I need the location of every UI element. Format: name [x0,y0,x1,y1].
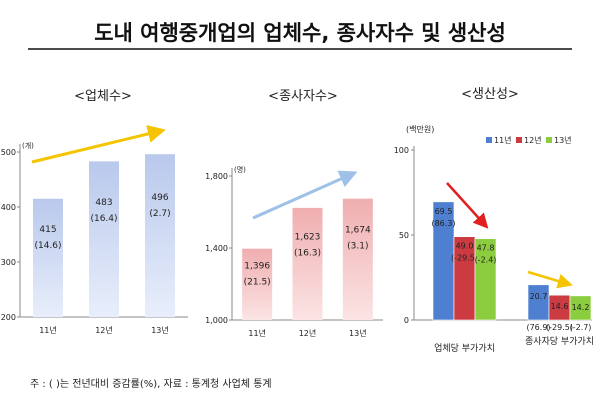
workers-ytick-label: 1,800 [205,172,228,181]
productivity-category-label: 업체당 부가가치 [434,342,495,354]
productivity-trend-arrow [527,270,573,289]
workers-chart: <종사자수> (명) 1,000 1,400 1,800 1,396 (21.5) 11년 1,… [205,89,383,338]
productivity-bar [474,238,497,321]
workers-trend-arrow [252,170,358,220]
productivity-ytick-label: 50 [399,231,409,240]
workers-category-label: 11년 [248,328,266,338]
productivity-title: <생산성> [461,87,519,102]
firms-chart: <업체수> (개) 200 300 400 500 415 (14.6) 11년 483 (16.4… [1,89,188,335]
workers-category-label: 12년 [299,328,317,338]
productivity-change-label: (86.3) [431,219,455,228]
productivity-unit-label: (백만원) [406,124,434,134]
productivity-value-label: 69.5 [435,207,453,216]
productivity-legend-swatch [546,137,552,143]
productivity-legend-swatch [486,137,492,143]
workers-value-label: 1,396 [244,262,270,272]
productivity-change-label: (76.9) [526,323,550,332]
firms-trend-arrow [31,125,166,164]
productivity-legend-label: 11년 [494,135,512,145]
firms-bar [89,161,119,317]
productivity-ytick-label: 100 [394,146,409,155]
firms-ytick-label: 200 [1,313,16,322]
productivity-change-label: (-29.5) [451,254,478,263]
workers-change-label: (16.3) [294,248,321,258]
firms-ytick-label: 400 [1,203,16,212]
firms-title: <업체수> [74,89,132,104]
productivity-change-label: (-29.5) [546,323,573,332]
productivity-legend-swatch [516,137,522,143]
workers-category-label: 13년 [349,328,367,338]
productivity-value-label: 20.7 [530,292,548,301]
firms-value-label: 483 [95,198,112,208]
productivity-value-label: 49.0 [456,242,474,251]
workers-unit-label: (명) [234,165,246,174]
productivity-change-label: (-2.4) [475,256,497,265]
firms-change-label: (2.7) [149,209,170,219]
productivity-value-label: 14.2 [572,303,590,312]
workers-bar [342,198,373,320]
firms-bar [33,198,63,317]
workers-ytick-label: 1,000 [205,316,228,325]
productivity-category-label: 종사자당 부가가치 [525,335,594,347]
firms-category-label: 11년 [39,325,57,335]
productivity-ytick-label: 0 [404,316,409,325]
firms-bar [145,154,175,317]
firms-ytick-label: 300 [1,258,16,267]
workers-bar [242,248,273,320]
workers-change-label: (3.1) [347,242,368,252]
page-title: 도내 여행중개업의 업체수, 종사자수 및 생산성 [94,21,506,45]
productivity-change-label: (-2.7) [570,323,592,332]
productivity-legend-label: 13년 [554,135,572,145]
firms-category-label: 13년 [151,325,169,335]
productivity-legend-label: 12년 [524,135,542,145]
firms-change-label: (14.6) [34,241,61,251]
workers-value-label: 1,623 [295,232,321,242]
productivity-bar [527,284,550,321]
firms-category-label: 12년 [95,325,113,335]
productivity-value-label: 47.8 [477,244,495,253]
workers-ytick-label: 1,400 [205,244,228,253]
workers-title: <종사자수> [268,89,338,104]
footnote: 주 : ( )는 전년대비 증감률(%), 자료 : 통계청 사업체 통계 [30,377,272,390]
productivity-bar [569,295,592,321]
workers-bar [292,207,323,320]
firms-value-label: 496 [151,193,168,203]
productivity-value-label: 14.6 [551,302,569,311]
firms-change-label: (16.4) [90,214,117,224]
workers-value-label: 1,674 [345,226,371,236]
firms-unit-label: (개) [22,141,34,150]
productivity-trend-arrow [446,182,489,229]
firms-ytick-label: 500 [1,148,16,157]
firms-value-label: 415 [39,225,56,235]
workers-change-label: (21.5) [244,278,271,288]
